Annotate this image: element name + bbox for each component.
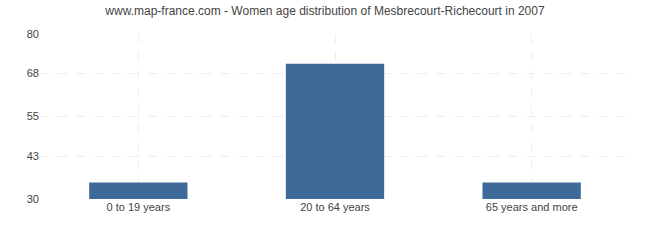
svg-text:65 years and more: 65 years and more bbox=[486, 201, 578, 213]
svg-text:68: 68 bbox=[27, 67, 39, 79]
svg-text:80: 80 bbox=[27, 28, 39, 40]
svg-text:43: 43 bbox=[27, 150, 39, 162]
svg-text:www.map-france.com - Women age: www.map-france.com - Women age distribut… bbox=[104, 4, 545, 18]
svg-text:20 to 64 years: 20 to 64 years bbox=[300, 201, 370, 213]
svg-text:0 to 19 years: 0 to 19 years bbox=[107, 201, 171, 213]
svg-text:55: 55 bbox=[27, 110, 39, 122]
svg-text:30: 30 bbox=[27, 193, 39, 205]
